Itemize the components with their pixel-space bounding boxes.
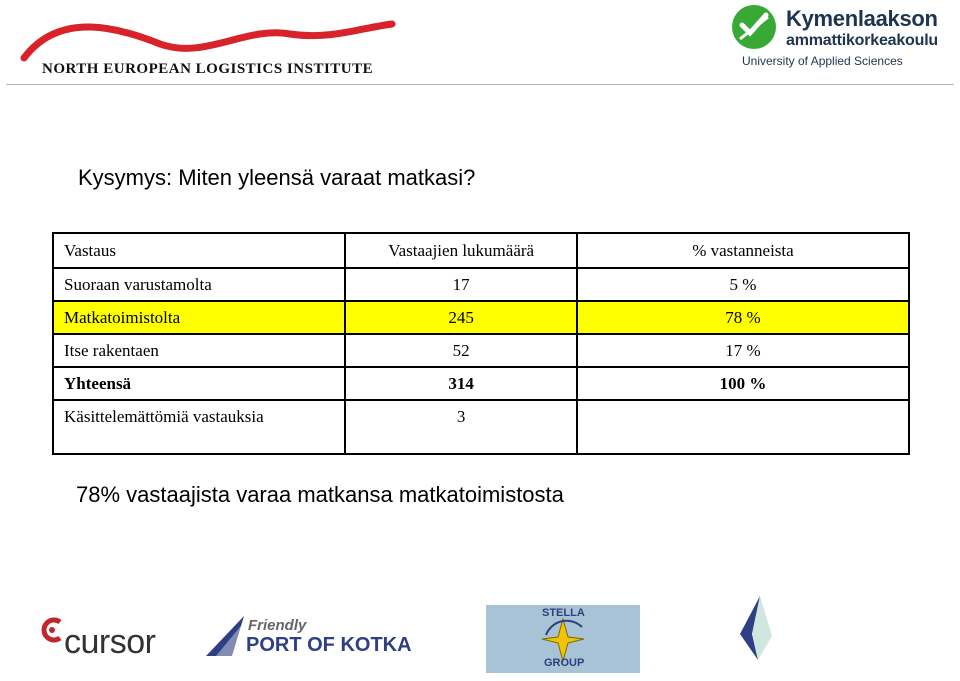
row-count: 314 bbox=[344, 366, 578, 401]
row-percent: 5 % bbox=[575, 267, 911, 302]
cursor-logo-text: cursor bbox=[64, 623, 156, 661]
kyamk-name-line1: Kymenlaakson bbox=[786, 6, 938, 31]
header-answer: Vastaus bbox=[51, 232, 347, 269]
row-percent: 17 % bbox=[575, 333, 911, 368]
row-answer: Käsittelemättömiä vastauksia bbox=[51, 399, 347, 455]
table-header-row: Vastaus Vastaajien lukumäärä % vastannei… bbox=[51, 232, 911, 269]
row-count: 3 bbox=[344, 399, 578, 455]
header-divider bbox=[6, 84, 954, 85]
row-count: 245 bbox=[344, 300, 578, 335]
row-count: 52 bbox=[344, 333, 578, 368]
table-row-highlighted: Matkatoimistolta 245 78 % bbox=[51, 300, 911, 335]
stella-compass-icon bbox=[541, 617, 585, 663]
stella-top-text: STELLA bbox=[542, 607, 585, 619]
nel-logo-text: NORTH EUROPEAN LOGISTICS INSTITUTE bbox=[42, 61, 374, 77]
row-answer: Itse rakentaen bbox=[51, 333, 347, 368]
nel-swoosh-logo bbox=[20, 20, 396, 62]
row-answer: Yhteensä bbox=[51, 366, 347, 401]
cursor-logo-icon bbox=[41, 617, 62, 643]
row-percent: 78 % bbox=[575, 300, 911, 335]
row-count: 17 bbox=[344, 267, 578, 302]
header-percent: % vastanneista bbox=[575, 232, 911, 269]
table-row: Itse rakentaen 52 17 % bbox=[51, 333, 911, 368]
kyamk-subtitle: University of Applied Sciences bbox=[742, 54, 903, 68]
page-header: NORTH EUROPEAN LOGISTICS INSTITUTE Kymen… bbox=[0, 0, 960, 86]
stella-group-logo: STELLA GROUP bbox=[486, 605, 640, 673]
table-row: Käsittelemättömiä vastauksia 3 bbox=[51, 399, 911, 455]
kyamk-logo-icon bbox=[732, 5, 776, 49]
sail-logo-icon bbox=[740, 596, 772, 660]
row-answer: Suoraan varustamolta bbox=[51, 267, 347, 302]
table-row: Suoraan varustamolta 17 5 % bbox=[51, 267, 911, 302]
kyamk-name-line2: ammattikorkeakoulu bbox=[786, 32, 939, 49]
row-percent bbox=[575, 399, 911, 455]
row-answer: Matkatoimistolta bbox=[51, 300, 347, 335]
kotka-logo-text: PORT OF KOTKA bbox=[246, 634, 412, 656]
question-text: Kysymys: Miten yleensä varaat matkasi? bbox=[78, 165, 476, 190]
survey-results-table: Vastaus Vastaajien lukumäärä % vastannei… bbox=[51, 232, 911, 455]
summary-text: 78% vastaajista varaa matkansa matkatoim… bbox=[76, 482, 564, 507]
table-total-row: Yhteensä 314 100 % bbox=[51, 366, 911, 401]
header-count: Vastaajien lukumäärä bbox=[344, 232, 578, 269]
row-percent: 100 % bbox=[575, 366, 911, 401]
kotka-logo-tagline: Friendly bbox=[248, 617, 307, 634]
port-of-kotka-swoosh-icon bbox=[206, 616, 244, 656]
stella-bottom-text: GROUP bbox=[544, 657, 585, 669]
